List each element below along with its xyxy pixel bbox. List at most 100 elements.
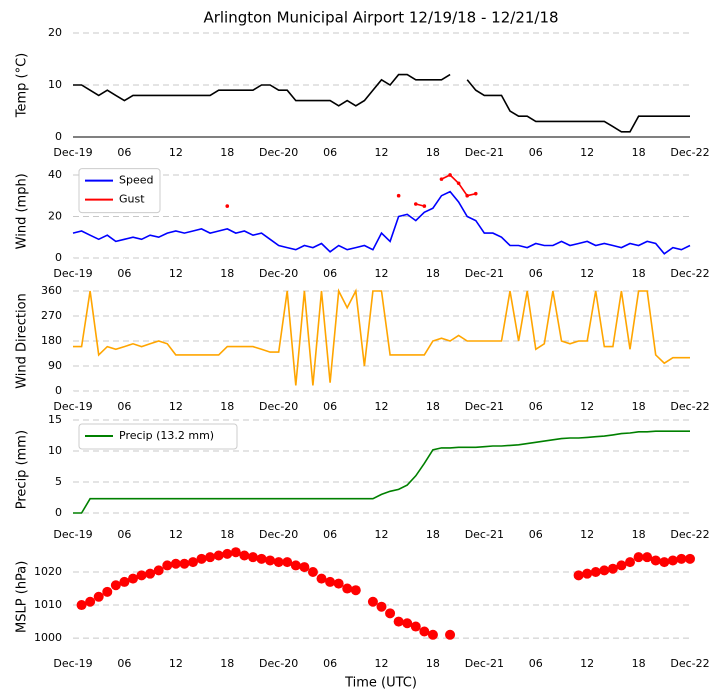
line bbox=[73, 73, 690, 133]
x-tick-label: Dec-19 bbox=[53, 528, 92, 541]
x-tick-label: 12 bbox=[169, 400, 183, 413]
y-tick-label: 90 bbox=[48, 359, 62, 372]
point bbox=[213, 550, 224, 561]
point bbox=[256, 553, 267, 564]
x-tick-label: 12 bbox=[375, 400, 389, 413]
x-tick-label: 18 bbox=[426, 657, 440, 670]
point bbox=[196, 553, 207, 564]
point bbox=[307, 567, 318, 578]
point bbox=[85, 596, 96, 607]
point bbox=[342, 583, 353, 594]
point bbox=[316, 573, 327, 584]
point bbox=[685, 553, 695, 564]
x-tick-label: 12 bbox=[169, 267, 183, 280]
point bbox=[573, 570, 584, 581]
x-tick-label: 06 bbox=[117, 528, 131, 541]
x-tick-label: 06 bbox=[323, 146, 337, 159]
point bbox=[393, 616, 404, 627]
x-tick-label: 06 bbox=[529, 528, 543, 541]
point bbox=[659, 557, 670, 568]
point bbox=[179, 558, 190, 569]
point bbox=[582, 568, 593, 579]
point bbox=[76, 600, 87, 611]
marker bbox=[396, 193, 401, 198]
point bbox=[170, 558, 181, 569]
point bbox=[616, 560, 627, 571]
x-tick-label: 06 bbox=[117, 146, 131, 159]
point bbox=[419, 626, 430, 637]
point bbox=[599, 565, 610, 576]
y-tick-label: 180 bbox=[41, 334, 62, 347]
point bbox=[93, 591, 104, 602]
point bbox=[445, 629, 456, 640]
x-tick-label: 18 bbox=[632, 400, 646, 413]
x-tick-label: Dec-20 bbox=[259, 528, 298, 541]
point bbox=[376, 601, 387, 612]
x-tick-label: 06 bbox=[117, 657, 131, 670]
x-tick-label: 12 bbox=[169, 657, 183, 670]
x-tick-label: 06 bbox=[323, 400, 337, 413]
x-tick-label: 12 bbox=[375, 267, 389, 280]
point bbox=[633, 552, 644, 563]
x-tick-label: Dec-21 bbox=[465, 267, 504, 280]
point bbox=[273, 557, 284, 568]
legend-label: Gust bbox=[119, 193, 145, 206]
y-tick-label: 0 bbox=[55, 130, 62, 143]
y-axis-label: MSLP (hPa) bbox=[15, 561, 30, 633]
x-tick-label: 12 bbox=[375, 146, 389, 159]
point bbox=[299, 562, 310, 573]
x-tick-label: 18 bbox=[426, 267, 440, 280]
x-tick-label: Dec-22 bbox=[670, 267, 709, 280]
x-tick-label: 06 bbox=[529, 400, 543, 413]
x-tick-label: 06 bbox=[117, 400, 131, 413]
point bbox=[410, 621, 421, 632]
x-tick-label: 06 bbox=[529, 657, 543, 670]
x-tick-label: 06 bbox=[323, 657, 337, 670]
x-tick-label: Dec-20 bbox=[259, 267, 298, 280]
x-tick-label: 06 bbox=[529, 267, 543, 280]
point bbox=[162, 560, 173, 571]
point bbox=[145, 568, 156, 579]
x-tick-label: 12 bbox=[580, 528, 594, 541]
x-tick-label: 12 bbox=[580, 400, 594, 413]
marker bbox=[225, 204, 230, 208]
x-tick-label: 18 bbox=[632, 657, 646, 670]
line bbox=[415, 174, 476, 207]
x-tick-label: Dec-22 bbox=[670, 657, 709, 670]
x-tick-label: 18 bbox=[426, 528, 440, 541]
y-tick-label: 15 bbox=[48, 413, 62, 426]
y-axis-label: Precip (mm) bbox=[15, 430, 30, 509]
point bbox=[350, 585, 361, 596]
x-axis-label: Time (UTC) bbox=[344, 676, 417, 691]
point bbox=[247, 552, 258, 563]
x-tick-label: Dec-22 bbox=[670, 400, 709, 413]
line bbox=[73, 430, 690, 514]
x-tick-label: Dec-22 bbox=[670, 528, 709, 541]
y-tick-label: 1000 bbox=[34, 631, 62, 644]
point bbox=[607, 563, 618, 574]
x-tick-label: 18 bbox=[632, 146, 646, 159]
x-tick-label: Dec-19 bbox=[53, 657, 92, 670]
x-tick-label: 06 bbox=[529, 146, 543, 159]
x-tick-label: 18 bbox=[220, 146, 234, 159]
point bbox=[290, 560, 301, 571]
point bbox=[136, 570, 147, 581]
point bbox=[402, 618, 413, 629]
point bbox=[230, 547, 241, 558]
x-tick-label: 18 bbox=[220, 528, 234, 541]
x-tick-label: 06 bbox=[323, 528, 337, 541]
y-tick-label: 10 bbox=[48, 444, 62, 457]
x-tick-label: Dec-22 bbox=[670, 146, 709, 159]
y-tick-label: 1020 bbox=[34, 565, 62, 578]
x-tick-label: Dec-21 bbox=[465, 528, 504, 541]
point bbox=[367, 596, 378, 607]
point bbox=[625, 557, 636, 568]
point bbox=[153, 565, 164, 576]
legend-box bbox=[78, 423, 238, 450]
point bbox=[205, 552, 216, 563]
point bbox=[102, 586, 113, 597]
x-tick-label: 06 bbox=[117, 267, 131, 280]
x-tick-label: Dec-19 bbox=[53, 267, 92, 280]
x-tick-label: Dec-21 bbox=[465, 146, 504, 159]
point bbox=[239, 550, 250, 561]
